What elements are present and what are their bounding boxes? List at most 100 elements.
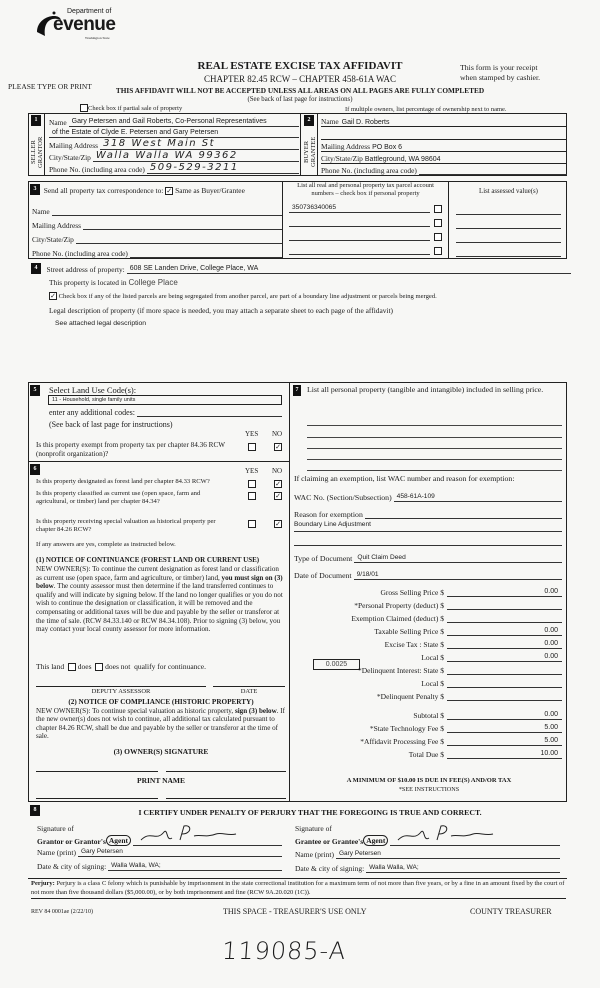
- street-address-field[interactable]: 608 SE Landen Drive, College Place, WA: [126, 265, 571, 274]
- same-as-buyer-checkbox[interactable]: ✓: [165, 187, 174, 195]
- parcel-row: [289, 241, 442, 255]
- buyer-city-field[interactable]: Battleground, WA 98604: [364, 156, 441, 163]
- section-number: 2: [304, 115, 314, 126]
- fee-value-field[interactable]: 0.00: [447, 588, 562, 597]
- buyer-name-field[interactable]: Gail D. Roberts: [341, 119, 390, 126]
- local-rate-field[interactable]: 0.0025: [313, 659, 360, 670]
- land-use-code-select[interactable]: 11 - Household, single family units: [48, 395, 282, 405]
- does-not-checkbox[interactable]: [95, 663, 104, 671]
- forest-yes-checkbox[interactable]: [248, 480, 256, 488]
- fee-label: Subtotal $: [413, 711, 444, 720]
- fee-value-field[interactable]: [447, 614, 562, 623]
- doc-date-field[interactable]: 9/18/01: [353, 571, 562, 580]
- grantor-signature-field[interactable]: [133, 825, 282, 846]
- notice-continuance-text: NEW OWNER(S): To continue the current de…: [36, 565, 283, 634]
- parcel-number-field[interactable]: [289, 246, 430, 255]
- reason-label: Reason for exemption: [294, 510, 363, 519]
- fee-label: Local $: [421, 679, 444, 688]
- personal-property-checkbox[interactable]: [434, 219, 442, 227]
- grantor-date-city-field[interactable]: Walla Walla, WA;: [108, 862, 282, 871]
- fee-value-field[interactable]: 5.00: [447, 724, 562, 733]
- same-as-buyer-label: Same as Buyer/Grantee: [175, 186, 245, 195]
- personal-property-lines[interactable]: [307, 414, 562, 471]
- assessed-value-field[interactable]: [456, 243, 561, 257]
- corr-phone-field[interactable]: [129, 249, 282, 258]
- historical-no-checkbox[interactable]: ✓: [274, 520, 282, 528]
- exempt-yes-checkbox[interactable]: [248, 443, 256, 451]
- current-use-no-checkbox[interactable]: ✓: [274, 492, 282, 500]
- fee-value-field[interactable]: [447, 692, 562, 701]
- fee-value-field[interactable]: 0.00: [447, 640, 562, 649]
- owner-signature-line[interactable]: [166, 771, 286, 772]
- owner-signature-line[interactable]: [36, 771, 158, 772]
- fee-value-field[interactable]: 0.00: [447, 653, 562, 662]
- seller-name-field-2[interactable]: of the Estate of Clyde E. Petersen and G…: [49, 129, 299, 138]
- segregated-checkbox[interactable]: ✓: [49, 292, 57, 300]
- buyer-phone-field[interactable]: [418, 166, 567, 175]
- personal-property-checkbox[interactable]: [434, 233, 442, 241]
- checkbox[interactable]: [80, 104, 88, 112]
- grantee-name-field[interactable]: Gary Petersen: [335, 850, 560, 859]
- fee-value-field[interactable]: [447, 601, 562, 610]
- fee-label: Gross Selling Price $: [380, 588, 444, 597]
- corr-mailing-field[interactable]: [83, 221, 282, 230]
- fee-row: *Personal Property (deduct) $: [300, 601, 562, 610]
- legal-description-field[interactable]: See attached legal description: [55, 320, 147, 327]
- deputy-assessor-signature-line[interactable]: [36, 686, 206, 687]
- reason-field[interactable]: Boundary Line Adjustment: [294, 521, 562, 532]
- fee-value-field[interactable]: [447, 679, 562, 688]
- partial-sale-checkbox[interactable]: Check box if partial sale of property: [80, 104, 182, 112]
- parcel-number-field[interactable]: 350736340065: [289, 204, 430, 213]
- segregated-label: Check box if any of the listed parcels a…: [58, 293, 437, 300]
- does-checkbox[interactable]: [67, 663, 76, 671]
- city-label: City/State/Zip: [321, 154, 363, 163]
- forest-no-checkbox[interactable]: ✓: [274, 480, 282, 488]
- fee-value-field[interactable]: [447, 666, 562, 675]
- parcel-number-field[interactable]: [289, 218, 430, 227]
- grantor-name-field[interactable]: Gary Petersen: [77, 848, 282, 857]
- fee-label: *Personal Property (deduct) $: [354, 601, 444, 610]
- fee-value-field[interactable]: 0.00: [447, 627, 562, 636]
- assessor-date-line[interactable]: [213, 686, 285, 687]
- personal-property-checkbox[interactable]: [434, 205, 442, 213]
- historical-yes-checkbox[interactable]: [248, 520, 256, 528]
- mailing-label: Mailing Address: [49, 141, 99, 150]
- fee-value-field[interactable]: 5.00: [447, 737, 562, 746]
- seller-mailing-field[interactable]: 318 West Main St: [100, 138, 299, 150]
- located-field[interactable]: College Place: [128, 278, 178, 287]
- minimum-fee-note: A MINIMUM OF $10.00 IS DUE IN FEE(S) AND…: [346, 777, 512, 784]
- doc-type-field[interactable]: Quit Claim Deed: [354, 554, 562, 563]
- grantee-date-city-field[interactable]: Walla Walla, WA;: [366, 864, 560, 873]
- buyer-name-field-2[interactable]: [321, 127, 567, 140]
- seller-city-field[interactable]: Walla Walla WA 99362: [92, 150, 299, 162]
- reason-field-2[interactable]: [294, 536, 562, 546]
- personal-property-checkbox[interactable]: [434, 247, 442, 255]
- print-name-label: PRINT NAME: [137, 776, 185, 785]
- assessed-value-field[interactable]: [456, 201, 561, 215]
- parcels-header: List all real and personal property tax …: [297, 182, 434, 197]
- print-name-line[interactable]: [36, 798, 158, 799]
- notice-continuance-title: (1) NOTICE OF CONTINUANCE (FOREST LAND O…: [36, 556, 260, 564]
- exempt-no-checkbox[interactable]: ✓: [274, 443, 282, 451]
- print-name-line[interactable]: [166, 798, 286, 799]
- date-label: DATE: [240, 688, 258, 695]
- buyer-mailing-field[interactable]: PO Box 6: [372, 144, 403, 151]
- seller-name-field[interactable]: Gary Petersen and Gail Roberts, Co-Perso…: [68, 118, 299, 127]
- exempt-question: Is this property exempt from property ta…: [36, 441, 225, 458]
- grantee-signature-field[interactable]: [390, 825, 560, 846]
- fee-value-field[interactable]: 10.00: [447, 750, 562, 759]
- current-use-yes-checkbox[interactable]: [248, 492, 256, 500]
- assessed-value-field[interactable]: [456, 215, 561, 229]
- wac-field[interactable]: 458-61A-109: [393, 493, 562, 502]
- acceptance-warning: THIS AFFIDAVIT WILL NOT BE ACCEPTED UNLE…: [115, 86, 485, 95]
- sections-5-7-box: [28, 382, 567, 802]
- parcel-row: 350736340065: [289, 199, 442, 213]
- see-instructions-note: *SEE INSTRUCTIONS: [398, 786, 460, 793]
- parcel-number-field[interactable]: [289, 232, 430, 241]
- assessed-value-field[interactable]: [456, 229, 561, 243]
- fee-value-field[interactable]: 0.00: [447, 711, 562, 720]
- additional-codes-field[interactable]: [136, 408, 282, 417]
- seller-phone-field[interactable]: 509-529-3211: [146, 162, 299, 174]
- corr-city-field[interactable]: [75, 235, 282, 244]
- corr-name-field[interactable]: [51, 207, 282, 216]
